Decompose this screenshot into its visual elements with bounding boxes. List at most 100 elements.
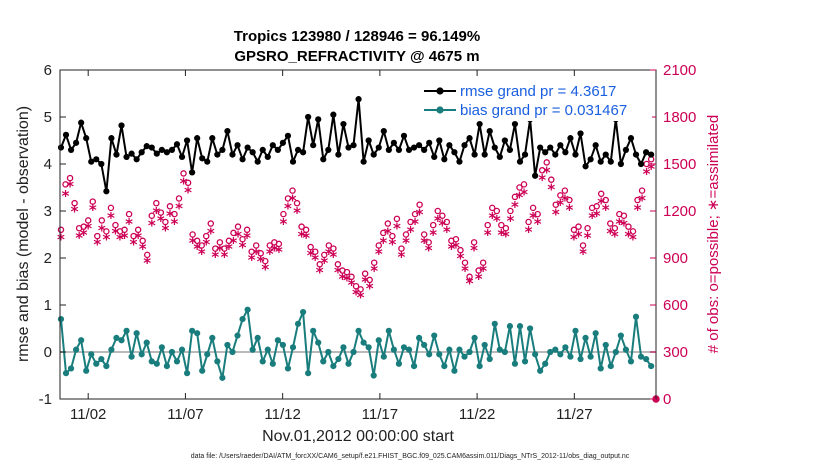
y2-tick-label: 300 (663, 344, 688, 361)
bias-point (547, 348, 554, 356)
obs-assimilated-point: * (379, 234, 387, 252)
obs-assimilated-point: * (257, 253, 265, 271)
rmse-point (476, 120, 483, 128)
bias-point (416, 334, 423, 341)
obs-assimilated-point: * (579, 245, 587, 263)
bias-point (138, 351, 145, 358)
obs-possible-point (407, 218, 414, 226)
obs-assimilated-point: * (429, 226, 437, 244)
obs-assimilated-point: * (552, 206, 560, 224)
obs-possible-point (375, 242, 383, 249)
bias-point (57, 316, 65, 323)
obs-possible-point (221, 245, 228, 252)
obs-possible-point (80, 223, 87, 230)
obs-possible-point (529, 204, 537, 212)
rmse-point (73, 139, 80, 146)
obs-possible-point (538, 167, 546, 174)
bias-point (219, 374, 226, 381)
obs-possible-point (411, 210, 419, 218)
obs-assimilated-point: * (329, 248, 337, 266)
rmse-point (441, 156, 448, 163)
bias-point (395, 360, 403, 367)
obs-possible-point (234, 223, 242, 230)
rmse-point (617, 160, 624, 168)
obs-assimilated-point: * (561, 192, 569, 210)
obs-possible-point (570, 226, 578, 234)
bias-point (405, 346, 413, 353)
rmse-point (466, 135, 473, 142)
rmse-point (405, 146, 413, 153)
plot-area (60, 70, 656, 399)
obs-assimilated-point: * (388, 235, 396, 253)
bias-point (476, 363, 483, 370)
rmse-point (269, 142, 276, 149)
rmse-point (148, 144, 155, 151)
legend: rmse grand pr = 4.3617 bias grand pr = 0… (418, 77, 652, 121)
bias-point (380, 353, 387, 360)
obs-assimilated-point: * (121, 229, 129, 247)
rmse-point (62, 131, 70, 138)
obs-assimilated-point: * (275, 243, 283, 261)
x-tick-label: 11/22 (459, 406, 495, 423)
obs-possible-point (153, 199, 160, 207)
obs-possible-point (457, 246, 464, 254)
bias-point (143, 339, 150, 346)
rmse-point (637, 160, 645, 168)
obs-possible-point (212, 245, 219, 252)
bias-point (431, 332, 438, 339)
obs-assimilated-point: * (461, 262, 469, 280)
rmse-point (305, 113, 312, 121)
obs-possible-point (84, 217, 92, 224)
bias-point (355, 327, 362, 334)
obs-possible-point (280, 210, 287, 218)
obs-assimilated-point: * (534, 215, 542, 233)
obs-assimilated-point: * (66, 177, 74, 195)
bias-point (451, 367, 458, 374)
obs-assimilated-point: * (438, 217, 446, 235)
bias-point (299, 308, 307, 316)
obs-assimilated-point: * (584, 229, 592, 247)
y2-tick-label: 1800 (663, 109, 696, 126)
rmse-point (108, 135, 115, 142)
bias-point (375, 337, 382, 344)
bias-point (214, 358, 221, 365)
bias-point (183, 370, 191, 377)
bias-point (516, 323, 524, 330)
bias-point (526, 325, 534, 332)
rmse-point (557, 142, 564, 149)
obs-possible-point (143, 251, 151, 259)
obs-assimilated-point: * (625, 228, 633, 246)
bias-point (360, 339, 367, 346)
rmse-point (103, 188, 110, 195)
obs-possible-point (171, 210, 178, 218)
y2-tick-label: 0 (663, 391, 671, 408)
obs-assimilated-point: * (284, 199, 292, 217)
bias-point (229, 348, 236, 356)
bias-point (410, 363, 418, 370)
obs-assimilated-point: * (611, 228, 619, 246)
obs-possible-point (566, 196, 573, 204)
rmse-point (375, 144, 382, 151)
obs-possible-point (175, 195, 183, 202)
obs-possible-point (502, 224, 510, 232)
obs-possible-point (579, 242, 587, 249)
obs-assimilated-point: * (252, 245, 260, 263)
obs-assimilated-point: * (488, 209, 496, 227)
y-tick-label: 6 (44, 62, 52, 79)
bias-point (67, 365, 75, 372)
bias-point (446, 346, 453, 353)
bias-point (496, 346, 503, 353)
bias-point (426, 351, 433, 358)
obs-assimilated-point: * (597, 195, 605, 213)
bias-point (340, 344, 347, 351)
rmse-point (224, 128, 231, 135)
rmse-point (178, 153, 186, 161)
rmse-point (365, 137, 372, 144)
bias-point (577, 355, 584, 363)
obs-possible-point (230, 229, 237, 237)
obs-assimilated-point: * (266, 245, 274, 263)
obs-assimilated-point: * (525, 223, 533, 241)
obs-assimilated-point: * (470, 242, 478, 260)
bias-point (567, 353, 574, 360)
obs-possible-point (361, 270, 369, 277)
